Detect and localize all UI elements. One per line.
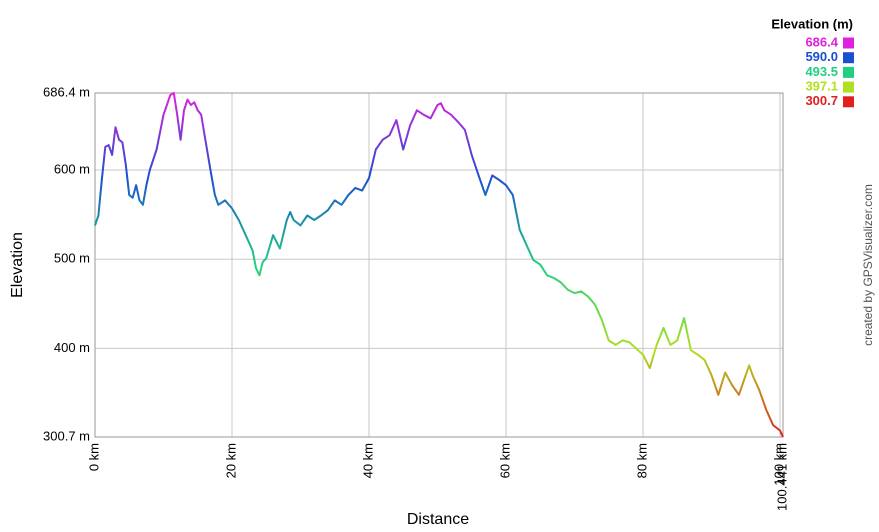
legend-label: 397.1 — [805, 79, 838, 94]
legend-swatch — [843, 52, 854, 64]
legend-label: 493.5 — [805, 64, 838, 79]
y-tick-label: 686.4 m — [43, 84, 90, 99]
elevation-line — [94, 92, 784, 438]
y-tick-label: 300.7 m — [43, 428, 90, 443]
legend-swatch — [843, 37, 854, 49]
plot-frame — [94, 92, 784, 438]
x-tick-label: 0 km — [86, 443, 101, 471]
y-axis-label: Elevation — [9, 232, 26, 298]
y-tick-label: 400 m — [54, 340, 90, 355]
x-tick-label: 20 km — [223, 443, 238, 478]
x-tick-label: 40 km — [360, 443, 375, 478]
x-tick-label: 60 km — [497, 443, 512, 478]
credit: created by GPSVisualizer.com — [861, 184, 875, 346]
legend-title: Elevation (m) — [771, 16, 853, 31]
y-tick-label: 600 m — [54, 161, 90, 176]
y-tick-label: 500 m — [54, 251, 90, 266]
x-tick-label: 100.441 km — [774, 443, 789, 511]
x-tick-label: 100 km — [771, 443, 786, 486]
legend-swatch — [843, 81, 854, 93]
legend-label: 590.0 — [805, 49, 838, 64]
legend-label: 686.4 — [805, 34, 838, 49]
legend-swatch — [843, 96, 854, 108]
x-tick-label: 80 km — [634, 443, 649, 478]
legend-swatch — [843, 66, 854, 78]
legend-label: 300.7 — [805, 93, 838, 108]
x-axis-label: Distance — [407, 511, 469, 528]
